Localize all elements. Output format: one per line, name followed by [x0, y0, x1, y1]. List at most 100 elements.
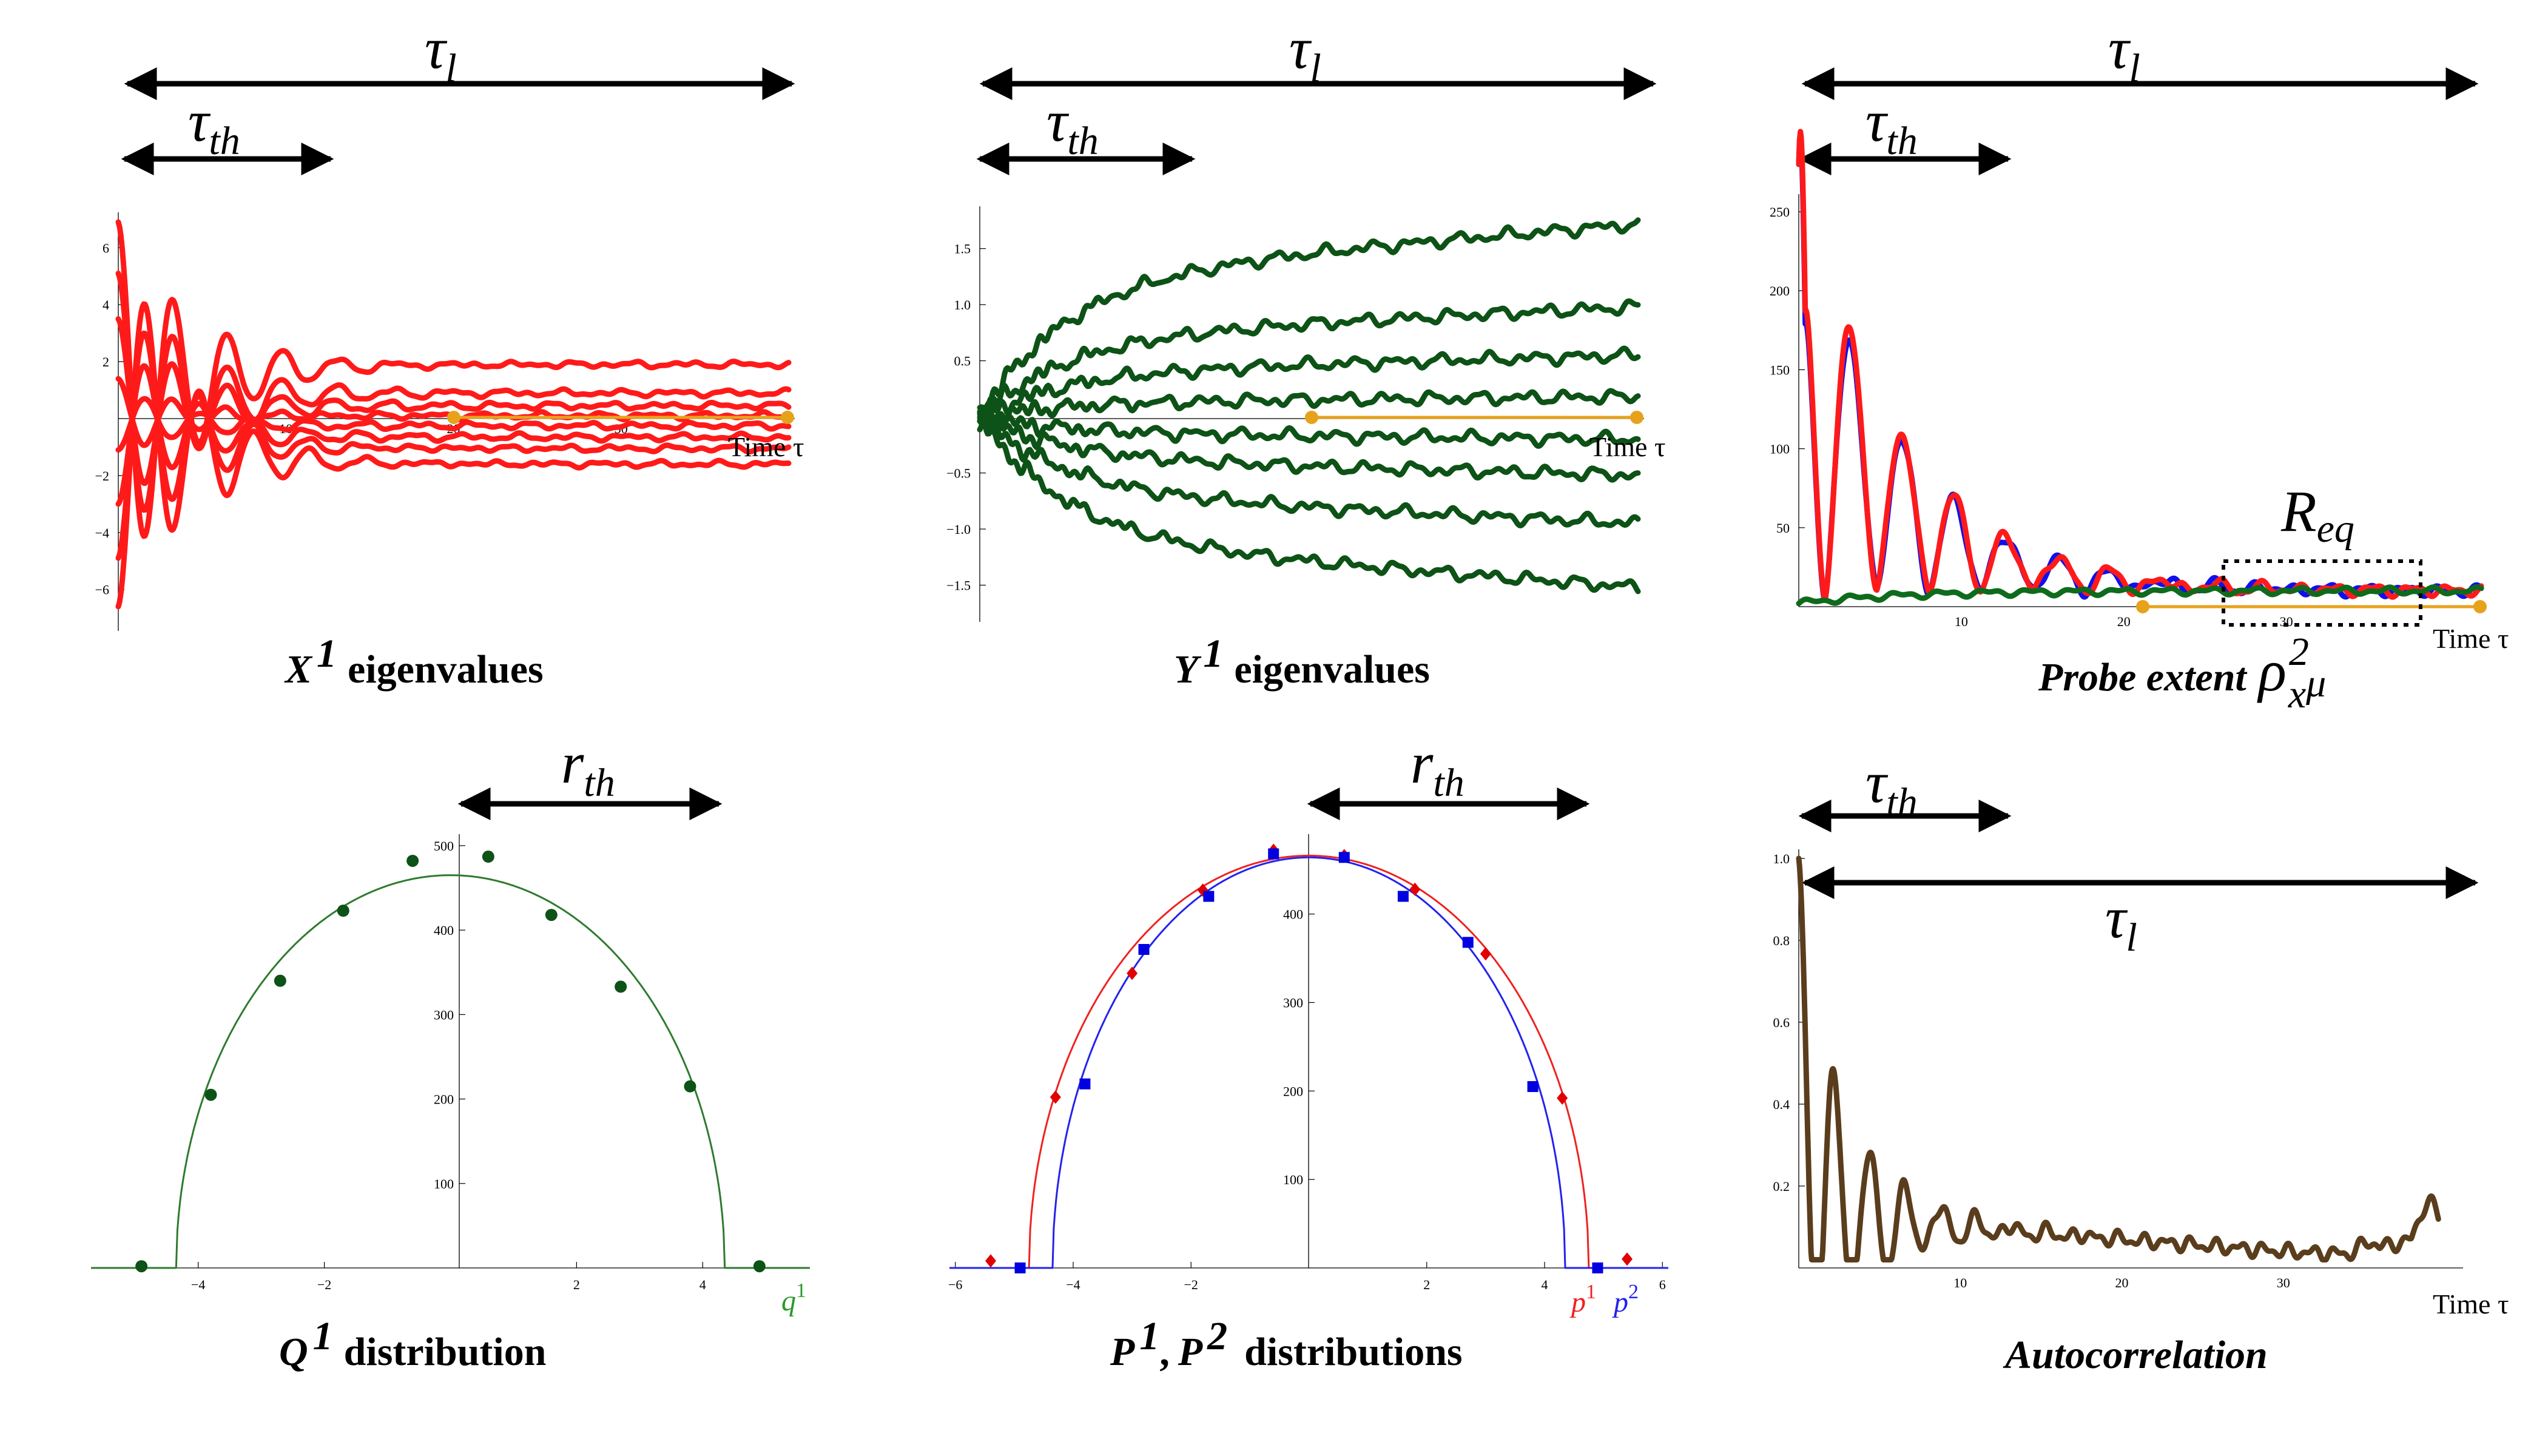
req-box [2222, 559, 2422, 627]
y-tick-label: 100 [1770, 442, 1790, 457]
time-axis-label: Time τ [728, 431, 804, 462]
p2-axis-label: p2 [1612, 1281, 1639, 1318]
p2-data-point [1079, 1078, 1091, 1090]
panel-q1-distribution: rth −4 −2 2 4 500 400 300 200 100 q1 Q 1 distribut… [91, 730, 810, 1374]
y-tick-label: 1.0 [1773, 851, 1790, 866]
probe-lines [1796, 129, 2484, 607]
x-tick-label: 30 [2280, 614, 2293, 629]
caption-autocorrelation: Autocorrelation [2003, 1333, 2268, 1377]
y-tick-label: 1.5 [954, 241, 971, 257]
probe-line-blue [1796, 134, 2484, 603]
p2-data-point [1203, 891, 1215, 902]
p1-data-point [1480, 947, 1491, 961]
p2-data-point [1592, 1262, 1603, 1273]
tau-th-label: τth [1866, 89, 1918, 163]
y-tick-label: −4 [95, 525, 109, 541]
p2-data-point [1462, 937, 1474, 948]
y-tick-label: −0.5 [946, 466, 971, 481]
x-tick-label: 2 [573, 1277, 580, 1292]
y-tick-label: −2 [95, 468, 109, 484]
caption-q1: Q 1 distribution [279, 1314, 546, 1374]
tick-labels: −6 −4 −2 2 4 6 400 300 200 100 [948, 907, 1666, 1292]
tau-th-label: τth [1866, 750, 1918, 824]
y-tick-label: 100 [434, 1176, 454, 1191]
q1-axis-label: q1 [781, 1279, 806, 1317]
orange-marker-start [1305, 411, 1318, 424]
y-tick-label: −1.5 [946, 578, 971, 593]
tick-labels: 250 200 150 100 50 10 20 30 [1770, 204, 2293, 629]
y-tick-label: 50 [1776, 521, 1790, 536]
tau-th-label: τth [188, 89, 240, 163]
autocorrelation-line [1796, 855, 2441, 1262]
eigenvalue-line-7 [115, 330, 792, 561]
eigenvalue-line-1 [115, 219, 792, 539]
eigenvalue-line-3 [977, 345, 1641, 425]
p1-fit-curve [1028, 854, 1590, 1269]
p2-fit-curve [1051, 856, 1566, 1269]
y-tick-label: 500 [434, 838, 454, 854]
y-tick-label: 0.6 [1773, 1015, 1790, 1030]
eigenvalue-line-5 [977, 411, 1641, 449]
y-tick-label: 150 [1770, 362, 1790, 377]
p1-data-point [1557, 1091, 1568, 1105]
eigenvalue-line-2 [115, 271, 792, 513]
q1-data-point [204, 1088, 217, 1101]
r-th-label: rth [561, 730, 615, 805]
p12-plot [949, 843, 1668, 1273]
panel-probe-extent: τl τth 250 200 150 100 50 10 20 30 Req Time τ P… [1770, 16, 2509, 716]
orange-marker-start [447, 411, 460, 424]
eigenvalue-line-4 [977, 388, 1641, 427]
req-label: Req [2280, 479, 2354, 551]
caption-probe: Probe extent ρ2 xμ [2038, 630, 2326, 716]
x-tick-label: 10 [1955, 614, 1968, 629]
y-tick-label: 200 [1770, 283, 1790, 298]
y-tick-label: 0.8 [1773, 933, 1790, 948]
tau-th-label: τth [1046, 89, 1099, 163]
p1-data-point [1409, 882, 1421, 896]
tau-l-label: τl [2105, 885, 2137, 960]
panel-x1-eigenvalues: τl τth 642−2−4−610 20 30 Time τ X 1 eigenval… [95, 16, 804, 692]
y-tick-label: 250 [1770, 204, 1790, 220]
tick-labels: −4 −2 2 4 500 400 300 200 100 [191, 838, 706, 1292]
orange-marker-end [781, 411, 794, 424]
y-tick-label: 100 [1283, 1172, 1303, 1187]
orange-marker-end [1630, 411, 1643, 424]
p2-data-point [1014, 1262, 1026, 1273]
x-tick-label: 20 [2115, 1275, 2129, 1290]
tick-labels: 1.0 0.8 0.6 0.4 0.2 10 20 30 [1773, 851, 2290, 1290]
y-tick-label: 400 [434, 923, 454, 938]
eigenvalue-line-8 [115, 301, 792, 610]
x-tick-label: 2 [1423, 1277, 1430, 1292]
tau-l-label: τl [2108, 16, 2140, 90]
r-th-label: rth [1410, 730, 1464, 805]
x-tick-label: −2 [317, 1277, 331, 1292]
panel-autocorrelation: τth τl 1.0 0.8 0.6 0.4 0.2 10 20 30 Time τ Auto… [1773, 750, 2509, 1377]
q1-data-point [337, 905, 349, 917]
autocorrelation-line [1796, 855, 2441, 1262]
caption-y1: Y 1 eigenvalues [1174, 632, 1430, 692]
p2-data-point [1397, 891, 1409, 902]
eigenvalue-line-6 [115, 363, 792, 507]
eigenvalue-line-7 [977, 408, 1641, 528]
orange-marker-start [2136, 600, 2149, 613]
y-tick-labels: 1.5 1.0 0.5 −0.5 −1.0 −1.5 [946, 241, 986, 593]
x-tick-label: 20 [2117, 614, 2131, 629]
p1-data-point [1622, 1252, 1633, 1266]
q1-data-point [753, 1260, 766, 1273]
y-tick-label: 6 [103, 240, 109, 255]
eigenvalue-line-6 [977, 413, 1641, 483]
eigenvalue-line-5 [115, 396, 792, 453]
p1-data-point [1050, 1090, 1061, 1104]
y-tick-label: 0.5 [954, 354, 971, 369]
q1-data-point [545, 909, 558, 922]
x-tick-label: −4 [191, 1277, 205, 1292]
x-tick-label: −2 [1184, 1277, 1198, 1292]
eigenvalue-line-8 [977, 404, 1641, 595]
time-axis-label: Time τ [2433, 1289, 2509, 1320]
q1-data-point [274, 974, 286, 987]
eigenvalue-lines [977, 217, 1641, 595]
p1-data-point [985, 1254, 996, 1268]
y-tick-label: 4 [103, 297, 109, 312]
tau-l-label: τl [425, 16, 457, 90]
y-tick-label: 200 [1283, 1084, 1303, 1099]
